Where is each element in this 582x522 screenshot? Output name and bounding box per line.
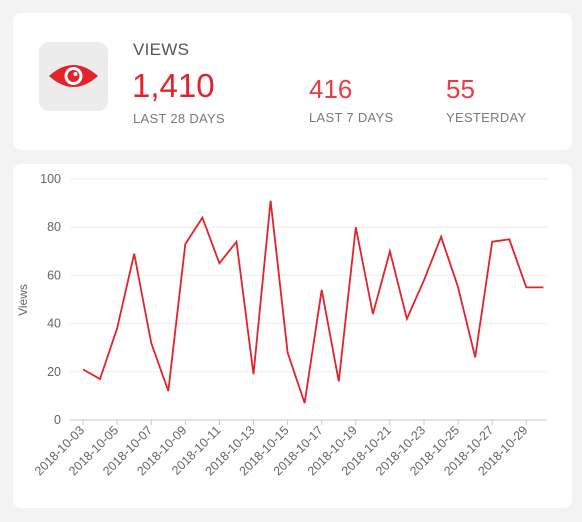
- data-point[interactable]: [167, 389, 170, 392]
- data-point[interactable]: [337, 380, 340, 383]
- grid-layer: [70, 178, 547, 373]
- data-point[interactable]: [184, 242, 187, 245]
- data-point[interactable]: [252, 373, 255, 376]
- data-point[interactable]: [235, 240, 238, 243]
- y-tick-label: 20: [47, 365, 61, 379]
- views-yesterday-label: YESTERDAY: [446, 110, 527, 125]
- data-point[interactable]: [457, 286, 460, 289]
- metric-title: VIEWS: [133, 40, 190, 59]
- y-tick-label: 60: [47, 268, 61, 282]
- y-tick-label: 40: [47, 317, 61, 331]
- data-point[interactable]: [439, 235, 442, 238]
- data-point[interactable]: [201, 216, 204, 219]
- series-layer: [81, 199, 545, 405]
- data-point[interactable]: [218, 262, 221, 265]
- views-7-days-label: LAST 7 DAYS: [309, 110, 394, 125]
- data-point[interactable]: [405, 317, 408, 320]
- data-point[interactable]: [269, 199, 272, 202]
- data-point[interactable]: [371, 312, 374, 315]
- data-point[interactable]: [474, 356, 477, 359]
- views-summary-card: VIEWS 1,410 LAST 28 DAYS 416 LAST 7 DAYS…: [13, 13, 572, 150]
- views-28-days-value: 1,410: [132, 67, 215, 104]
- y-tick-label: 0: [54, 413, 61, 427]
- series-line: [82, 200, 544, 404]
- data-point[interactable]: [81, 368, 84, 371]
- data-point[interactable]: [542, 286, 545, 289]
- data-point[interactable]: [320, 288, 323, 291]
- views-yesterday-value: 55: [446, 74, 475, 104]
- icon-tile: [39, 42, 108, 111]
- data-point[interactable]: [133, 252, 136, 255]
- data-point[interactable]: [491, 240, 494, 243]
- data-point[interactable]: [525, 286, 528, 289]
- axis-layer: [70, 419, 547, 425]
- data-point[interactable]: [508, 238, 511, 241]
- views-7-days-value: 416: [309, 74, 353, 104]
- data-point[interactable]: [388, 250, 391, 253]
- data-point[interactable]: [98, 377, 101, 380]
- y-tick-label: 80: [47, 220, 61, 234]
- y-axis-title: Views: [16, 284, 30, 316]
- y-tick-label: 100: [40, 172, 61, 186]
- views-line-chart: 0204060801002018-10-032018-10-052018-10-…: [16, 172, 547, 478]
- data-point[interactable]: [150, 341, 153, 344]
- data-point[interactable]: [286, 351, 289, 354]
- data-point[interactable]: [422, 279, 425, 282]
- views-28-days-label: LAST 28 DAYS: [133, 111, 225, 126]
- data-point[interactable]: [116, 327, 119, 330]
- data-point[interactable]: [354, 226, 357, 229]
- eye-icon: [49, 65, 98, 87]
- views-chart-card: 0 20 40 60 80 100 2018-10-03 2018-10-05 2018-10-…: [13, 164, 572, 508]
- data-point[interactable]: [303, 402, 306, 405]
